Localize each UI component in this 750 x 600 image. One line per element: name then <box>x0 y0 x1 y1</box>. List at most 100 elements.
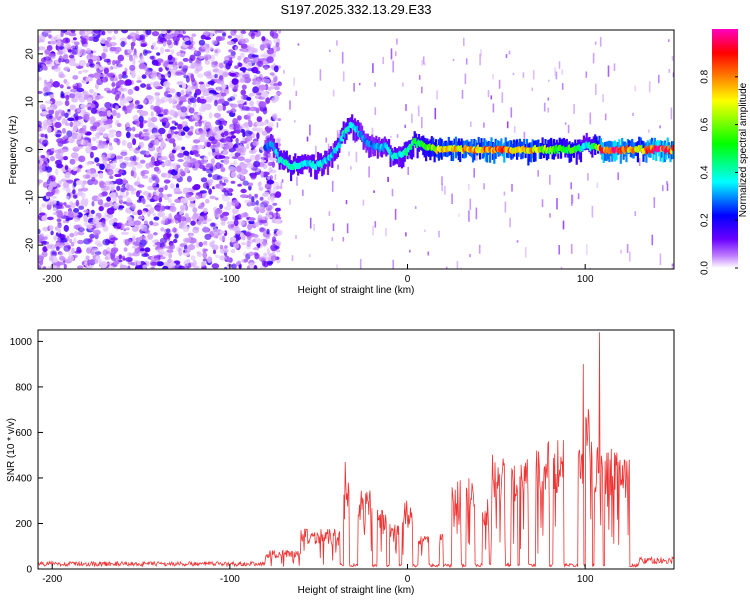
spectrogram-noise-cell <box>189 202 196 208</box>
spectrogram-noise-cell <box>198 39 206 46</box>
spectrogram-noise-cell <box>207 80 215 85</box>
spectrogram-noise-cell <box>38 90 43 94</box>
spectrogram-noise-cell <box>164 205 171 210</box>
spectrogram-noise-cell <box>225 255 230 261</box>
spectrogram-noise-cell <box>266 48 274 55</box>
spectrogram-noise-cell <box>92 33 100 39</box>
spectrogram-streak <box>658 74 660 84</box>
spectrogram-noise-cell <box>139 235 147 239</box>
spectrogram-noise-cell <box>127 109 132 114</box>
spectrogram-noise-cell <box>119 37 128 42</box>
spectrogram-streak <box>418 74 421 80</box>
spectrogram-noise-cell <box>38 159 41 164</box>
spectrogram-streak <box>396 38 398 45</box>
spectrogram-noise-cell <box>230 84 234 89</box>
spectrogram-streak <box>373 190 375 193</box>
spectrogram-noise-cell <box>91 248 100 252</box>
spectrogram-noise-cell <box>136 199 143 203</box>
spectrogram-streak <box>394 208 397 220</box>
spectrogram-noise-cell <box>169 126 177 130</box>
spectrogram-xlabel: Height of straight line (km) <box>298 285 415 296</box>
spectrogram-noise-cell <box>73 218 80 222</box>
spectrogram-noise-cell <box>89 233 95 239</box>
spectrogram-streak <box>359 259 362 269</box>
spectrogram-noise-cell <box>132 235 136 241</box>
spectrogram-streak <box>672 72 674 78</box>
spectrogram-noise-cell <box>161 117 169 123</box>
spectrogram-noise-cell <box>109 77 115 82</box>
spectrogram-noise-cell <box>160 227 165 232</box>
spectrogram-noise-cell <box>183 156 191 161</box>
spectrogram-streak <box>451 193 453 204</box>
spectrogram-noise-cell <box>126 121 130 128</box>
spectrogram-noise-cell <box>142 198 146 205</box>
spectrogram-noise-cell <box>100 154 106 158</box>
spectrogram-noise-cell <box>192 227 200 234</box>
spectrogram-noise-cell <box>221 84 228 88</box>
spectrogram-noise-cell <box>64 100 70 107</box>
spectrogram-noise-cell <box>267 122 275 128</box>
spectrogram-noise-cell <box>214 30 218 34</box>
signal-halo <box>490 137 493 152</box>
signal-halo <box>314 160 317 180</box>
spectrogram-noise-cell <box>242 180 249 186</box>
spectrogram-noise-cell <box>208 89 217 94</box>
spectrogram-noise-cell <box>232 38 238 43</box>
spectrogram-noise-cell <box>173 131 179 135</box>
spectrogram-noise-cell <box>145 150 150 156</box>
spectrogram-noise-cell <box>64 204 72 208</box>
spectrogram-noise-cell <box>232 30 238 34</box>
spectrogram-streak <box>651 234 654 246</box>
spectrogram-noise-cell <box>110 187 115 192</box>
spectrogram-noise-cell <box>270 255 277 262</box>
spectrogram-noise-cell <box>67 210 74 218</box>
spectrogram-noise-cell <box>166 39 172 46</box>
spectrogram-streak <box>613 63 616 71</box>
spectrogram-noise-cell <box>153 216 160 221</box>
colorbar-tick-label: 0.0 <box>700 261 711 275</box>
spectrogram-noise-cell <box>131 225 139 232</box>
spectrogram-noise-cell <box>181 82 187 89</box>
signal-halo <box>375 135 378 149</box>
spectrogram-streak <box>342 71 345 82</box>
spectrogram-noise-cell <box>259 196 264 201</box>
spectrogram-noise-cell <box>266 248 270 256</box>
spectrogram-streak <box>594 41 597 45</box>
spectrogram-streak <box>586 243 588 256</box>
spectrogram-noise-cell <box>172 165 178 170</box>
spectrogram-streak <box>309 124 311 136</box>
spectrogram-noise-cell <box>69 59 76 67</box>
spectrogram-noise-cell <box>89 62 95 68</box>
spectrogram-noise-cell <box>99 163 105 170</box>
spectrogram-noise-cell <box>162 41 167 47</box>
spectrogram-streak <box>438 230 440 238</box>
spectrogram-noise-cell <box>240 94 244 100</box>
spectrogram-noise-cell <box>83 209 89 213</box>
spectrogram-noise-cell <box>253 237 261 245</box>
spectrogram-noise-cell <box>96 243 103 248</box>
spectrogram-noise-cell <box>204 36 212 41</box>
spectrogram-streak <box>562 220 565 230</box>
spectrogram-noise-cell <box>241 84 247 90</box>
spectrogram-noise-cell <box>53 235 57 241</box>
spectrogram-streak <box>332 223 335 232</box>
spectrogram-noise-cell <box>59 255 65 261</box>
spectrogram-noise-cell <box>113 90 122 96</box>
spectrogram-streak <box>404 124 406 129</box>
spectrogram-noise-cell <box>207 151 212 157</box>
spectrogram-noise-cell <box>43 56 52 61</box>
spectrogram-noise-cell <box>56 218 62 223</box>
spectrogram-streak <box>337 164 339 170</box>
spectrogram-streak <box>465 58 468 65</box>
spectrogram-noise-cell <box>244 199 250 203</box>
spectrogram-noise-cell <box>132 211 138 216</box>
spectrogram-noise-cell <box>98 181 107 189</box>
spectrogram-streak <box>444 186 446 195</box>
spectrogram-noise-cell <box>140 56 145 60</box>
signal-halo <box>351 114 354 127</box>
spectrogram-streak <box>558 245 560 255</box>
signal-halo <box>353 118 357 131</box>
spectrogram-noise-cell <box>140 110 149 117</box>
spectrogram-noise-cell <box>104 101 112 109</box>
spectrogram-noise-cell <box>157 113 164 117</box>
